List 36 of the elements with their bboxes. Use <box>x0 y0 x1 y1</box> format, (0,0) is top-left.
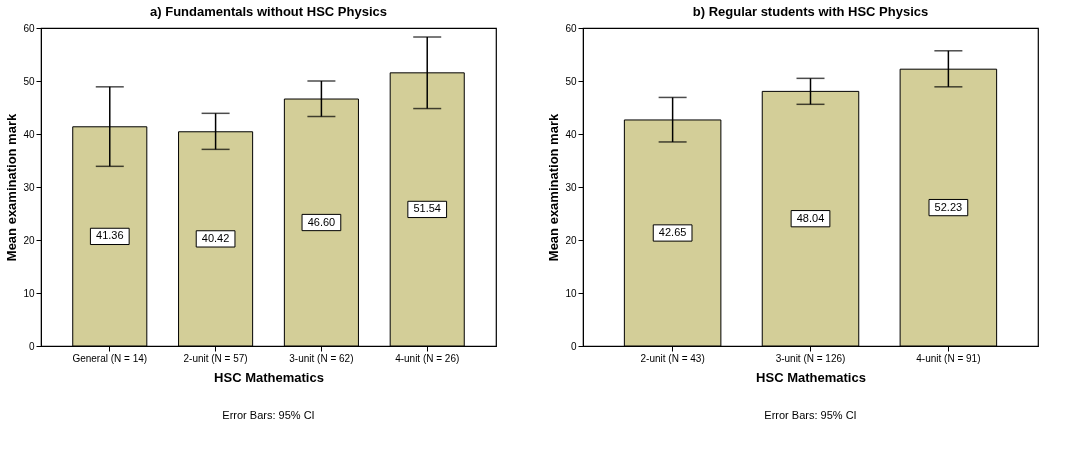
data-label: 48.04 <box>796 211 825 224</box>
x-axis-title: HSC Mathematics <box>756 369 866 385</box>
y-tick-label: 40 <box>565 128 577 140</box>
y-tick-label: 20 <box>23 234 35 246</box>
data-label: 41.36 <box>96 229 124 242</box>
y-tick-label: 30 <box>565 181 577 193</box>
chart-title: a) Fundamentals without HSC Physics <box>150 4 387 19</box>
y-tick-label: 0 <box>570 340 577 352</box>
chart-title: b) Regular students with HSC Physics <box>692 4 929 19</box>
y-tick-label: 0 <box>28 340 35 352</box>
x-tick-label: General (N = 14) <box>72 352 148 364</box>
y-tick-label: 10 <box>565 287 577 299</box>
x-tick-label: 3-unit (N = 126) <box>775 352 846 364</box>
y-tick-label: 20 <box>565 234 577 246</box>
y-tick-label: 30 <box>23 181 35 193</box>
x-tick-label: 2-unit (N = 43) <box>640 352 705 364</box>
data-label: 46.60 <box>307 215 336 228</box>
y-tick-label: 40 <box>23 128 35 140</box>
y-tick-label: 50 <box>565 75 577 87</box>
y-tick-label: 10 <box>23 287 35 299</box>
y-tick-label: 50 <box>23 75 35 87</box>
data-label: 52.23 <box>934 200 963 213</box>
x-tick-label: 3-unit (N = 62) <box>289 352 354 364</box>
x-tick-label: 4-unit (N = 91) <box>916 352 981 364</box>
y-axis-title: Mean examination mark <box>4 113 20 262</box>
x-tick-label: 2-unit (N = 57) <box>183 352 248 364</box>
x-tick-label: 4-unit (N = 26) <box>395 352 460 364</box>
data-label: 42.65 <box>658 225 687 238</box>
data-label: 40.42 <box>201 231 230 244</box>
y-tick-label: 60 <box>565 22 577 34</box>
x-axis-title: HSC Mathematics <box>214 369 324 385</box>
y-axis-title: Mean examination mark <box>546 113 562 262</box>
text: Error Bars: 95% CI <box>764 409 857 421</box>
data-label: 51.54 <box>413 202 441 215</box>
y-tick-label: 60 <box>23 22 35 34</box>
text: Error Bars: 95% CI <box>222 409 315 421</box>
